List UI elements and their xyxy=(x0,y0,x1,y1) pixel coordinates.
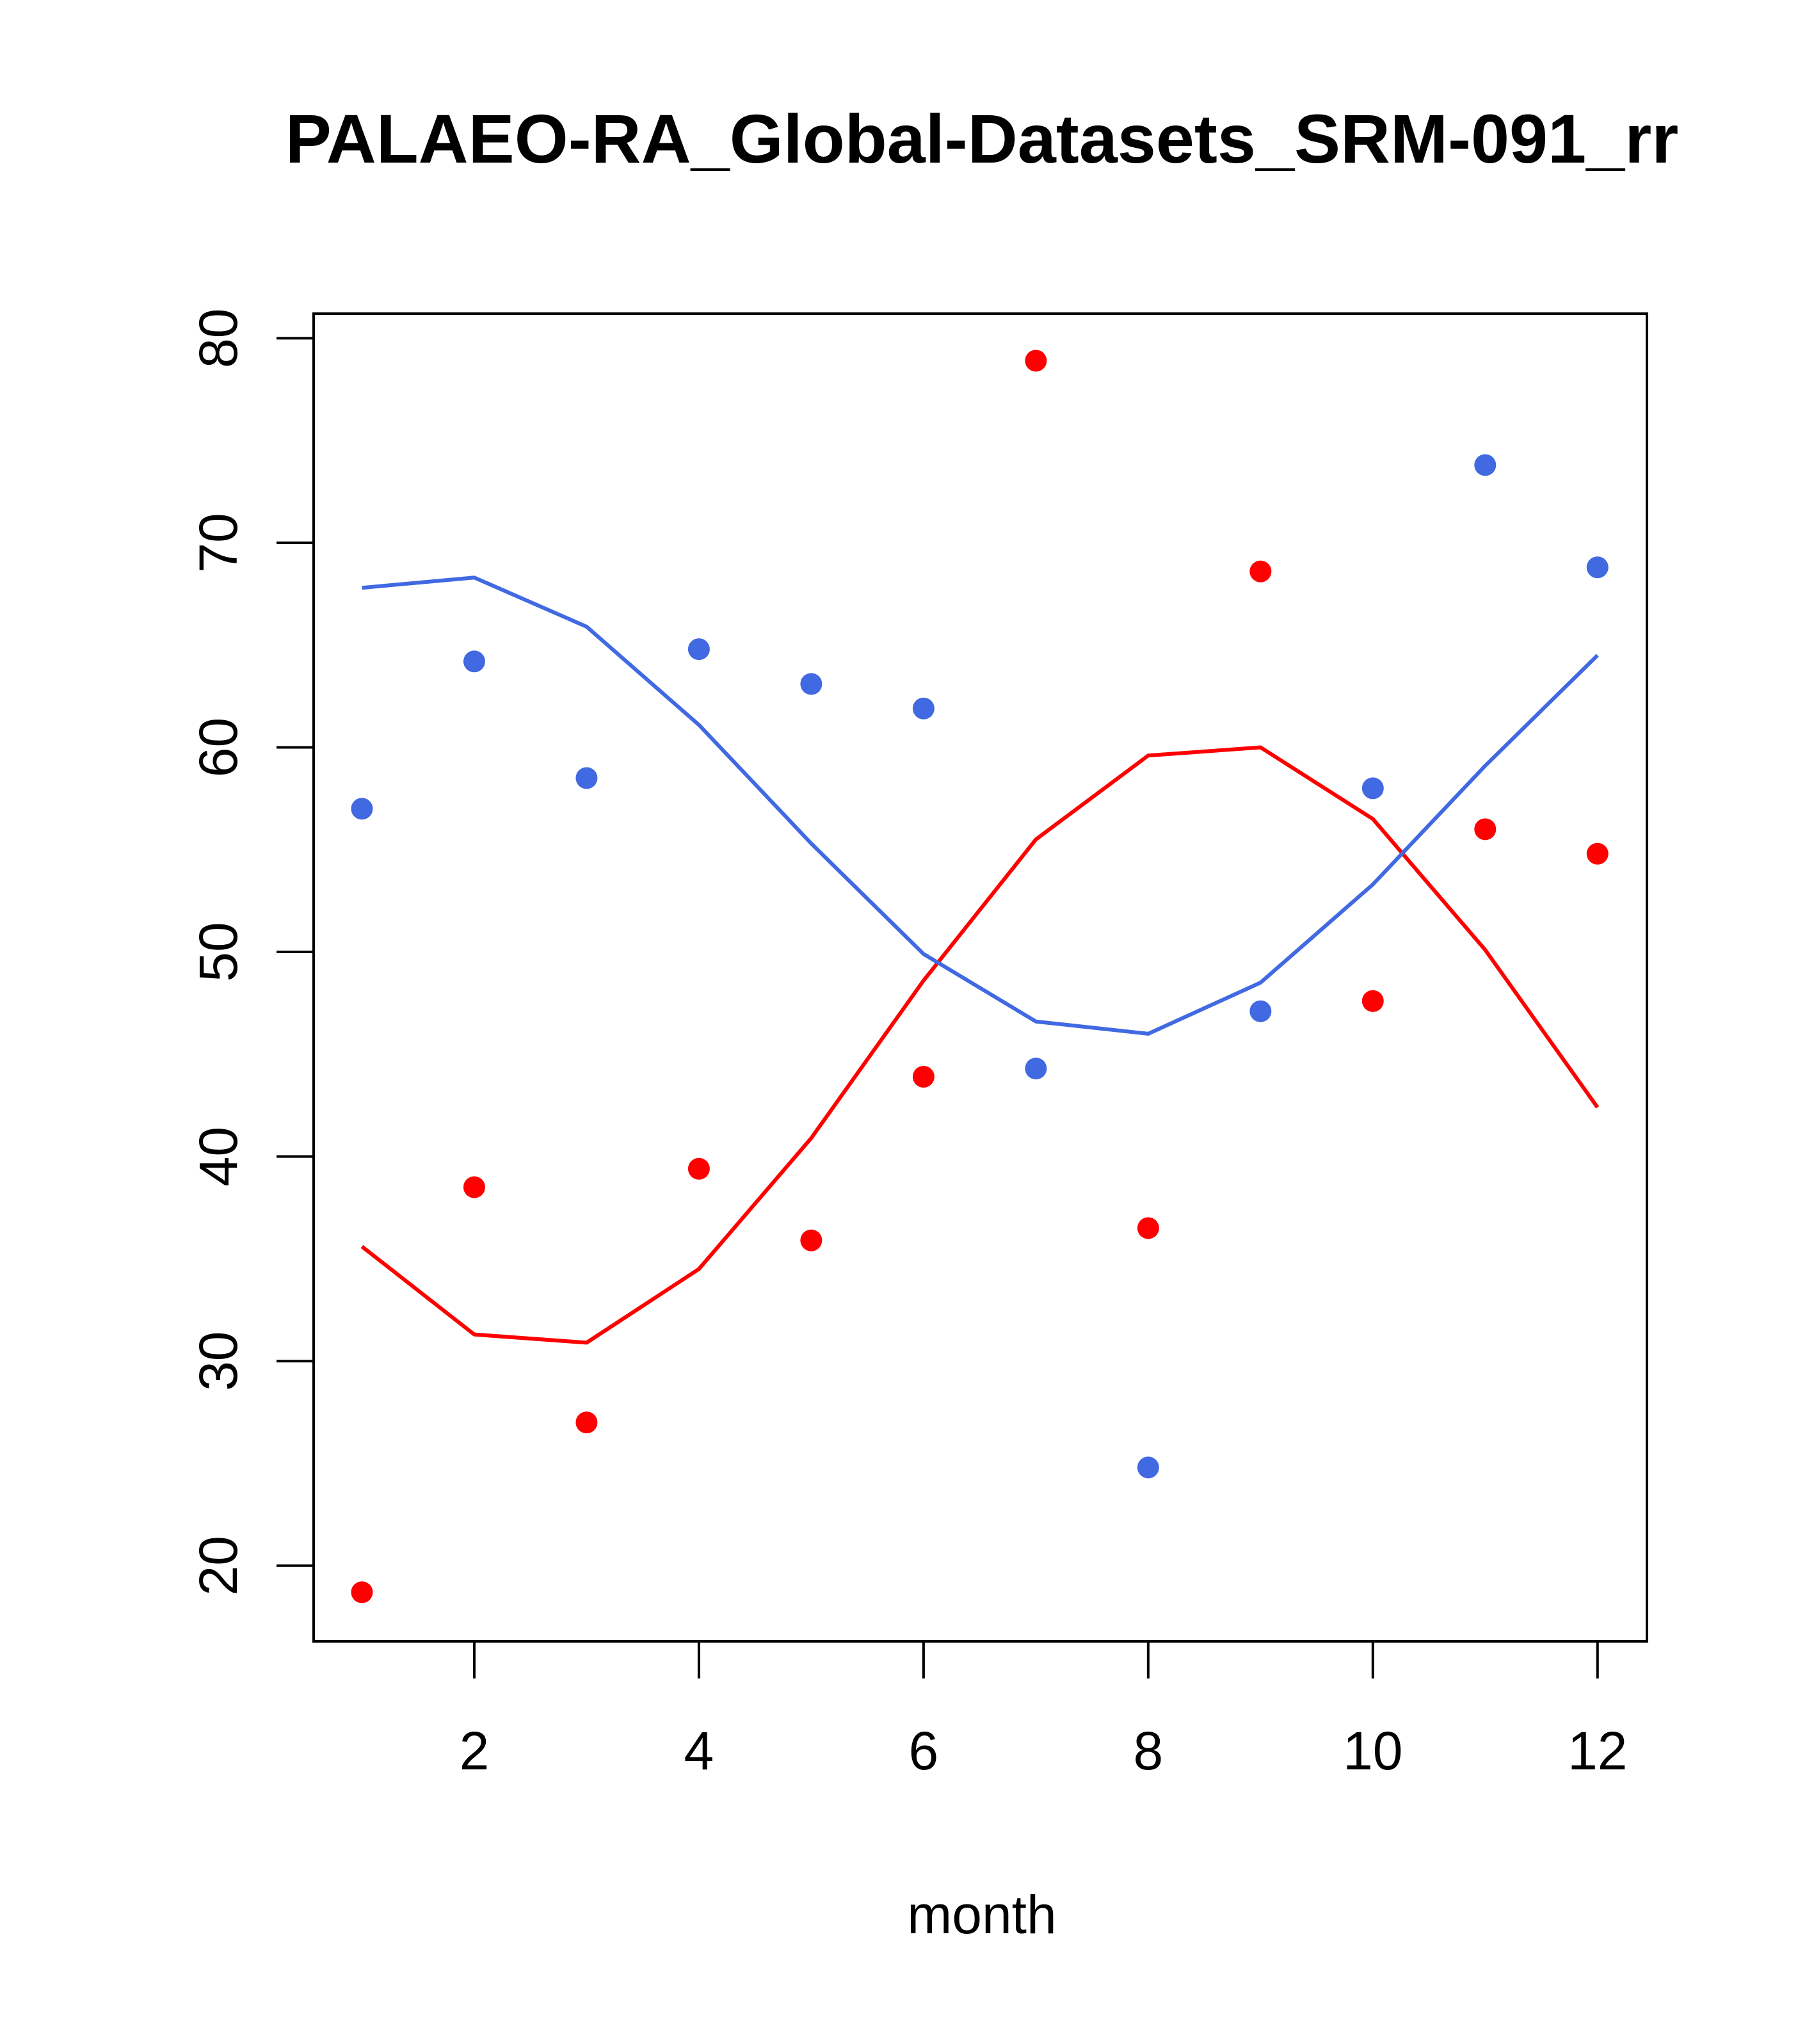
data-point xyxy=(800,673,823,695)
data-point xyxy=(351,798,373,820)
y-tick-label: 70 xyxy=(188,513,248,572)
data-point xyxy=(1361,777,1384,800)
x-tick-label: 10 xyxy=(1343,1721,1402,1781)
series-line xyxy=(362,575,1599,1036)
chart-title: PALAEO-RA_Global-Datasets_SRM-091_rr xyxy=(285,100,1679,177)
data-point xyxy=(463,650,485,673)
y-axis: 20 30 40 50 60 70 80 xyxy=(188,309,314,1595)
data-point xyxy=(687,1157,710,1180)
data-point xyxy=(575,767,598,789)
data-point xyxy=(1474,818,1497,841)
data-point xyxy=(351,1581,373,1604)
data-point xyxy=(1361,990,1384,1012)
data-point xyxy=(463,1176,485,1198)
series-layer xyxy=(351,350,1609,1604)
data-point xyxy=(575,1412,598,1434)
y-tick-label: 50 xyxy=(188,922,248,981)
x-axis-label: month xyxy=(907,1885,1056,1945)
x-axis: 2 4 6 8 10 12 xyxy=(460,1641,1628,1781)
x-tick-label: 2 xyxy=(460,1721,490,1781)
data-point xyxy=(1586,842,1609,865)
x-tick-label: 4 xyxy=(684,1721,714,1781)
data-point xyxy=(1249,1000,1272,1022)
plot-frame xyxy=(312,312,1648,1643)
data-point xyxy=(1025,350,1047,372)
x-tick-label: 12 xyxy=(1568,1721,1627,1781)
data-point xyxy=(687,638,710,661)
data-point xyxy=(1586,556,1609,579)
data-point xyxy=(1025,1058,1047,1080)
y-tick-label: 80 xyxy=(188,309,248,368)
x-tick-label: 6 xyxy=(909,1721,939,1781)
x-tick-label: 8 xyxy=(1133,1721,1163,1781)
data-point xyxy=(800,1229,823,1251)
y-tick-label: 60 xyxy=(188,718,248,777)
y-tick-label: 40 xyxy=(188,1127,248,1186)
data-point xyxy=(912,1065,935,1088)
y-tick-label: 30 xyxy=(188,1331,248,1390)
data-point xyxy=(1474,454,1497,476)
y-tick-label: 20 xyxy=(188,1536,248,1595)
data-point xyxy=(912,697,935,720)
data-point xyxy=(1249,560,1272,583)
data-point xyxy=(1137,1456,1159,1479)
series-line xyxy=(360,745,1600,1345)
data-point xyxy=(1137,1217,1159,1239)
